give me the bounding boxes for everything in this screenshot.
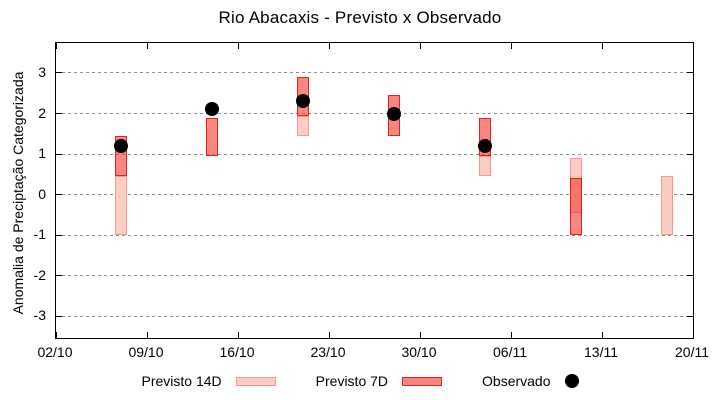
gridline [56, 153, 693, 155]
gridline [56, 315, 693, 317]
x-tick-bottom [692, 332, 694, 338]
x-tick-top [146, 43, 148, 49]
x-tick-label: 06/11 [493, 344, 527, 360]
legend-label-observado: Observado [482, 373, 551, 389]
x-tick-label: 09/10 [128, 344, 164, 360]
bar-previsto-14d [661, 176, 673, 236]
gridline [56, 234, 693, 236]
observed-dot [296, 94, 310, 109]
y-tick-right [687, 234, 693, 236]
legend-item-previsto-14d: Previsto 14D [142, 373, 276, 389]
x-tick-top [328, 43, 330, 49]
y-tick-left [56, 153, 62, 155]
y-tick-left [56, 113, 62, 114]
y-tick-label: -1 [33, 226, 46, 243]
x-tick-bottom [328, 332, 330, 338]
bar-previsto-7d [206, 117, 218, 157]
x-tick-bottom [510, 332, 512, 338]
previsto-7d-swatch-icon [402, 376, 443, 386]
gridline [56, 113, 693, 114]
x-tick-top [55, 43, 57, 49]
previsto-14d-swatch-icon [235, 376, 276, 386]
y-tick-left [56, 234, 62, 236]
legend: Previsto 14D Previsto 7D Observado [0, 368, 720, 394]
legend-label-previsto-7d: Previsto 7D [315, 373, 389, 389]
gridline [56, 275, 693, 277]
x-tick-bottom [146, 332, 148, 338]
y-tick-right [687, 275, 693, 277]
y-tick-right [687, 72, 693, 74]
y-tick-left [56, 72, 62, 74]
observado-dot-icon [564, 374, 579, 388]
bar-previsto-14d [297, 115, 309, 136]
x-tick-label: 23/10 [310, 344, 346, 360]
chart-title: Rio Abacaxis - Previsto x Observado [218, 8, 502, 27]
y-tick-right [687, 194, 693, 196]
y-tick-right [687, 315, 693, 317]
y-tick-left [56, 194, 62, 196]
x-tick-bottom [419, 332, 421, 338]
x-tick-label: 02/10 [37, 344, 73, 360]
x-tick-top [510, 43, 512, 49]
y-tick-label: 2 [38, 104, 46, 121]
y-tick-label: 0 [38, 185, 46, 202]
y-tick-left [56, 275, 62, 277]
y-tick-left [56, 315, 62, 317]
x-tick-label: 13/11 [584, 344, 618, 360]
x-tick-label: 16/10 [219, 344, 255, 360]
x-tick-top [419, 43, 421, 49]
y-tick-label: 3 [38, 63, 46, 80]
x-tick-top [692, 43, 694, 49]
y-tick-label: -3 [33, 307, 46, 324]
bar-previsto-14d [479, 156, 491, 177]
x-tick-top [601, 43, 603, 49]
y-tick-label: 1 [38, 145, 46, 162]
observed-dot [114, 138, 128, 153]
gridline [56, 72, 693, 74]
x-tick-top [237, 43, 239, 49]
bar-previsto-14d [115, 176, 127, 236]
x-tick-label: 30/10 [401, 344, 437, 360]
observed-dot [478, 138, 492, 153]
x-tick-bottom [237, 332, 239, 338]
bar-previsto-7d [570, 178, 582, 236]
legend-item-observado: Observado [482, 373, 579, 389]
gridline [56, 194, 693, 196]
y-tick-label: -2 [33, 266, 46, 283]
observed-dot [205, 102, 219, 117]
y-tick-right [687, 113, 693, 114]
observed-dot [387, 106, 401, 121]
x-tick-bottom [601, 332, 603, 338]
plot-area [55, 42, 694, 339]
legend-label-previsto-14d: Previsto 14D [141, 373, 222, 389]
x-tick-bottom [55, 332, 57, 338]
legend-item-previsto-7d: Previsto 7D [315, 373, 443, 389]
y-tick-right [687, 153, 693, 155]
x-tick-label: 20/11 [675, 344, 709, 360]
